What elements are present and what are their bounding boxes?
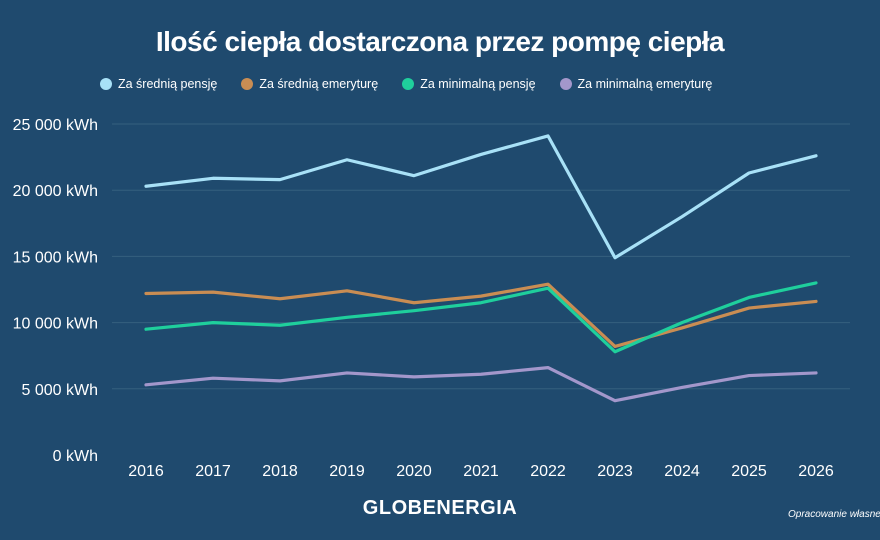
legend-label: Za średnią emeryturę <box>259 77 379 91</box>
y-tick-label: 15 000 kWh <box>13 249 98 266</box>
series-line <box>144 281 818 354</box>
x-tick-label: 2025 <box>731 463 767 480</box>
y-tick-label: 25 000 kWh <box>13 117 98 134</box>
chart-title: Ilość ciepła dostarczona przez pompę cie… <box>155 26 725 57</box>
legend-swatch <box>241 78 254 90</box>
y-tick-label: 5 000 kWh <box>22 382 98 399</box>
series-line <box>144 366 818 403</box>
x-tick-label: 2017 <box>195 463 231 480</box>
legend-swatch <box>402 78 415 90</box>
x-tick-label: 2016 <box>128 463 164 480</box>
legend-swatch <box>559 78 572 90</box>
source-note: Opracowanie własne <box>788 509 880 520</box>
legend-label: Za minimalną emeryturę <box>577 77 713 91</box>
legend-item: Za minimalną pensję <box>402 77 536 91</box>
x-tick-label: 2022 <box>530 463 566 480</box>
legend: Za średnią pensję Za średnią emeryturę Z… <box>100 77 712 91</box>
x-tick-label: 2018 <box>262 463 298 480</box>
y-tick-label: 0 kWh <box>53 448 98 465</box>
series-line <box>144 282 818 349</box>
x-tick-label: 2023 <box>597 463 633 480</box>
x-tick-label: 2026 <box>798 463 834 480</box>
x-tick-label: 2019 <box>329 463 365 480</box>
legend-label: Za minimalną pensję <box>420 77 536 91</box>
x-tick-label: 2024 <box>664 463 700 480</box>
legend-item: Za średnią emeryturę <box>241 77 378 91</box>
series-line <box>144 134 818 260</box>
legend-swatch <box>100 78 112 90</box>
legend-label: Za średnią pensję <box>118 77 218 91</box>
legend-item: Za minimalną emeryturę <box>559 77 713 91</box>
y-tick-label: 10 000 kWh <box>13 316 98 333</box>
y-tick-label: 20 000 kWh <box>13 183 98 200</box>
x-tick-label: 2020 <box>396 463 432 480</box>
legend-item: Za średnią pensję <box>100 77 217 91</box>
brand-logo: GLOBENERGIA <box>362 497 518 519</box>
x-tick-label: 2021 <box>463 463 499 480</box>
